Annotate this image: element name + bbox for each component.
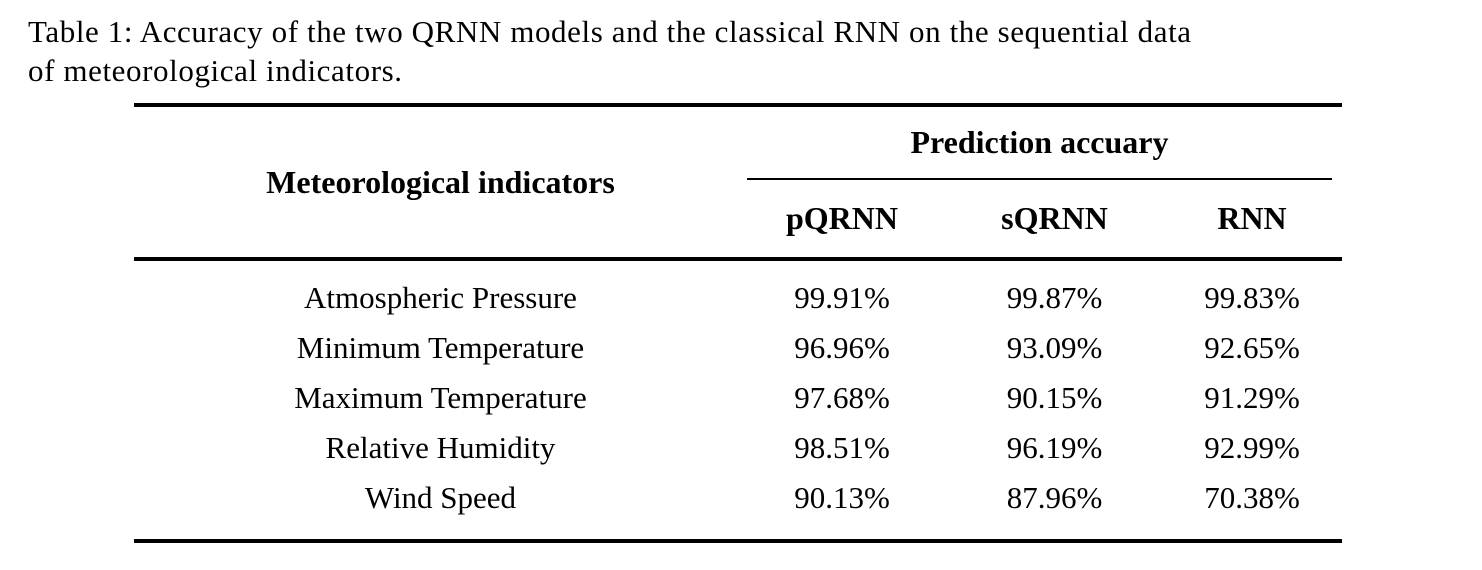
table-row: Maximum Temperature 97.68% 90.15% 91.29% <box>134 373 1342 423</box>
table-row: Atmospheric Pressure 99.91% 99.87% 99.83… <box>134 273 1342 323</box>
value-cell-sqrnn: 93.09% <box>1006 330 1103 365</box>
table-top-rule <box>134 103 1342 107</box>
value-cell-sqrnn: 99.87% <box>1006 280 1103 315</box>
table-row: Wind Speed 90.13% 87.96% 70.38% <box>134 473 1342 523</box>
value-cell-pqrnn: 99.91% <box>794 280 890 315</box>
column-header-sqrnn: sQRNN <box>1001 200 1108 236</box>
value-cell-rnn: 92.65% <box>1204 330 1300 365</box>
prediction-accuracy-column-group: Prediction accuary pQRNN sQRNN RNN <box>747 107 1332 257</box>
value-cell-pqrnn: 96.96% <box>794 330 890 365</box>
column-header-rnn: RNN <box>1217 200 1287 236</box>
column-header-indicators: Meteorological indicators <box>266 163 615 200</box>
value-cell-sqrnn: 90.15% <box>1006 380 1103 415</box>
indicator-cell: Maximum Temperature <box>294 380 587 415</box>
table-body: Atmospheric Pressure 99.91% 99.87% 99.83… <box>134 261 1342 539</box>
table-row: Relative Humidity 98.51% 96.19% 92.99% <box>134 423 1342 473</box>
table-caption: Table 1: Accuracy of the two QRNN models… <box>28 12 1468 90</box>
value-cell-pqrnn: 98.51% <box>794 430 890 465</box>
results-table: Meteorological indicators Prediction acc… <box>134 103 1342 543</box>
table-caption-line-2: of meteorological indicators. <box>28 53 403 88</box>
indicator-cell: Atmospheric Pressure <box>304 280 577 315</box>
table-row: Minimum Temperature 96.96% 93.09% 92.65% <box>134 323 1342 373</box>
column-group-header: Prediction accuary <box>910 124 1169 160</box>
value-cell-rnn: 70.38% <box>1204 480 1300 515</box>
model-subheaders: pQRNN sQRNN RNN <box>747 180 1332 257</box>
value-cell-sqrnn: 96.19% <box>1006 430 1103 465</box>
table-header-rule <box>134 257 1342 261</box>
column-header-pqrnn: pQRNN <box>785 200 898 236</box>
value-cell-pqrnn: 90.13% <box>794 480 890 515</box>
group-header-rule <box>747 178 1332 180</box>
value-cell-pqrnn: 97.68% <box>794 380 890 415</box>
indicator-cell: Relative Humidity <box>325 430 556 465</box>
value-cell-rnn: 92.99% <box>1204 430 1300 465</box>
indicator-cell: Minimum Temperature <box>296 330 585 365</box>
table-caption-line-1: Table 1: Accuracy of the two QRNN models… <box>28 14 1192 49</box>
indicator-cell: Wind Speed <box>364 480 517 515</box>
table-header: Meteorological indicators Prediction acc… <box>134 107 1342 257</box>
value-cell-rnn: 99.83% <box>1204 280 1300 315</box>
table-bottom-rule <box>134 539 1342 543</box>
value-cell-rnn: 91.29% <box>1204 380 1300 415</box>
value-cell-sqrnn: 87.96% <box>1006 480 1103 515</box>
